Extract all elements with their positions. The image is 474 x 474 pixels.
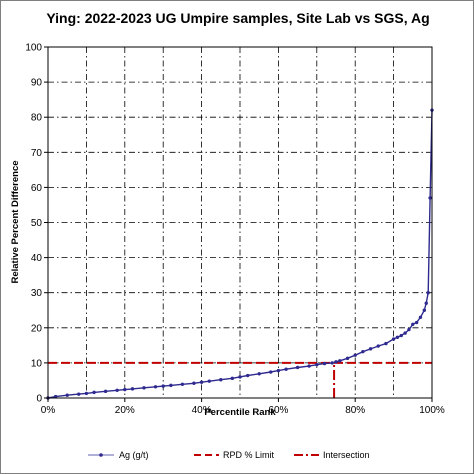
ag-point [345, 356, 350, 361]
x-tick-label-20: 20% [115, 405, 135, 416]
ag-point [199, 380, 204, 384]
ag-point [115, 388, 119, 392]
ag-point [123, 387, 127, 392]
y-axis-ticks: 0 10 20 30 40 50 60 70 80 90 100 [25, 43, 48, 405]
y-tick-label-70: 70 [31, 148, 43, 159]
y-tick-label-80: 80 [31, 113, 43, 124]
y-tick-label-30: 30 [31, 288, 43, 299]
ag-point [207, 379, 211, 383]
ag-point [238, 375, 242, 379]
x-tick-label-0: 0% [41, 405, 56, 416]
ag-point [295, 365, 300, 370]
ag-point [307, 364, 311, 368]
ag-point [276, 368, 281, 373]
ag-point [368, 347, 373, 351]
legend-label-ag: Ag (g/t) [119, 450, 149, 460]
ag-point [428, 196, 432, 200]
ag-point [426, 291, 430, 295]
ag-point [330, 361, 334, 365]
ag-point [322, 361, 327, 366]
x-tick-label-80: 80% [345, 405, 365, 416]
ag-point [180, 382, 185, 387]
grid-lines [48, 47, 432, 398]
y-tick-label-40: 40 [31, 253, 43, 264]
ag-point [403, 331, 407, 335]
ag-point [376, 344, 380, 348]
ag-point [130, 387, 135, 391]
ag-point [103, 389, 108, 394]
ag-point [418, 315, 423, 319]
series-layer [46, 108, 434, 400]
ag-point [142, 386, 146, 390]
ag-point [422, 308, 427, 312]
ag-series-line [47, 110, 433, 399]
ag-point [399, 333, 403, 338]
ag-point [161, 384, 165, 388]
x-tick-label-60: 60% [268, 405, 288, 416]
ag-point [424, 301, 428, 305]
y-axis-title: Relative Percent Difference [10, 160, 21, 283]
y-tick-label-50: 50 [31, 218, 43, 229]
ag-point [245, 373, 250, 378]
legend-marker-ag [99, 453, 103, 457]
ag-point [407, 327, 411, 332]
ag-point [353, 353, 357, 357]
y-tick-label-90: 90 [31, 78, 43, 89]
y-tick-label-20: 20 [31, 323, 43, 334]
ag-point [269, 370, 273, 374]
legend-label-rpd-limit: RPD % Limit [223, 450, 275, 460]
ag-point [219, 378, 223, 382]
ag-point [384, 341, 388, 346]
ag-point [391, 337, 396, 341]
ag-point [284, 367, 288, 371]
y-tick-label-60: 60 [31, 183, 43, 194]
ag-point [230, 376, 235, 381]
x-tick-label-100: 100% [419, 405, 445, 416]
ag-point [395, 335, 400, 339]
ag-point [414, 320, 419, 325]
ag-point [153, 385, 158, 389]
ag-point [77, 392, 81, 396]
ag-point [361, 349, 365, 354]
ag-point [411, 322, 415, 326]
y-tick-label-100: 100 [25, 43, 42, 54]
ag-point [53, 394, 58, 399]
x-axis-ticks: 0% 20% 40% 60% 80% 100% [41, 398, 445, 416]
legend-label-intersection: Intersection [323, 450, 370, 460]
x-axis-title: Percentile Rank [204, 407, 276, 418]
ag-point [192, 381, 196, 385]
ag-point [338, 359, 342, 363]
ag-point [334, 360, 338, 364]
y-tick-label-10: 10 [31, 358, 43, 369]
ag-point [257, 372, 261, 376]
legend: Ag (g/t) RPD % Limit Intersection [88, 450, 370, 460]
ag-point [84, 391, 89, 396]
ag-point [92, 390, 96, 395]
x-tick-label-40: 40% [192, 405, 212, 416]
ag-point [315, 362, 319, 367]
ag-point [169, 383, 173, 388]
ag-point [65, 393, 69, 397]
chart-title: Ying: 2022-2023 UG Umpire samples, Site … [46, 10, 429, 26]
y-tick-label-0: 0 [36, 394, 42, 405]
